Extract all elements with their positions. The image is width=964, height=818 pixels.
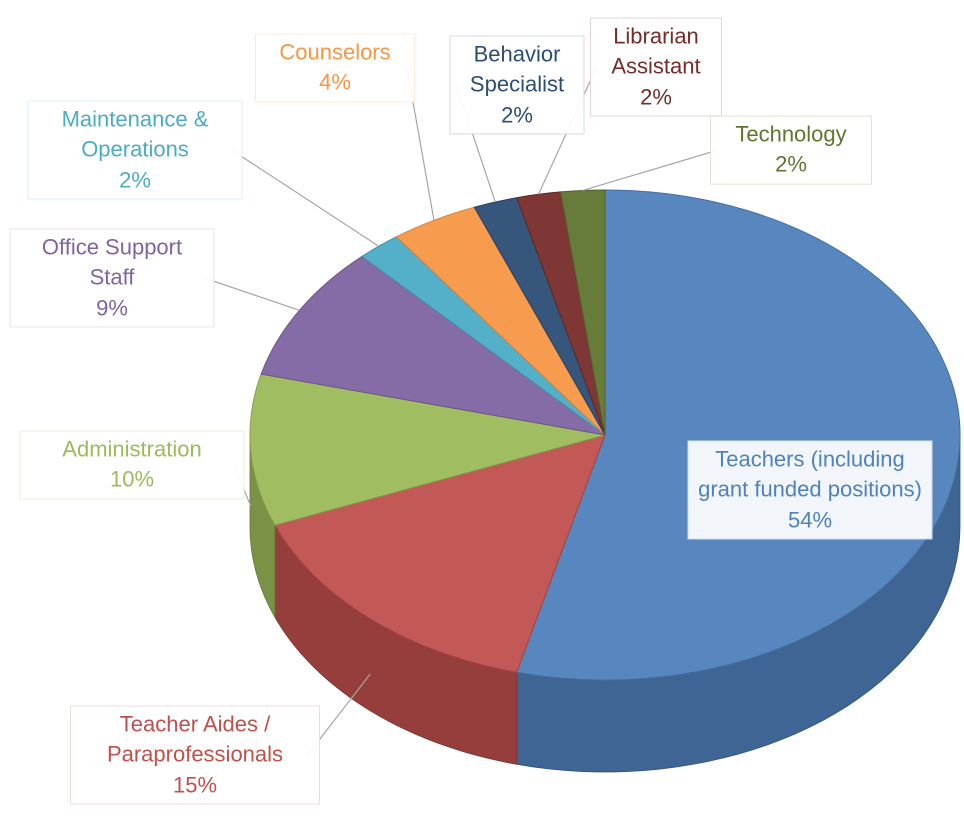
data-label: Teacher Aides / Paraprofessionals 15% [70, 705, 320, 805]
value-label: 2% [501, 102, 533, 128]
value-label: 2% [640, 84, 672, 110]
data-label: Office Support Staff 9% [9, 228, 215, 328]
data-label: Administration 10% [19, 430, 245, 500]
category-label: Teacher Aides / Paraprofessionals [106, 711, 284, 767]
value-label: 2% [119, 167, 151, 193]
data-label: Maintenance & Operations 2% [27, 100, 243, 200]
slice [260, 255, 606, 436]
value-label: 9% [96, 295, 128, 321]
slice [274, 434, 606, 673]
value-label: 10% [109, 467, 155, 492]
leader-line [582, 149, 719, 192]
data-label: Behavior Specialist 2% [449, 35, 585, 135]
leader-line [204, 277, 300, 311]
slice [249, 373, 606, 526]
category-label: Administration [62, 436, 202, 462]
category-label: Office Support Staff [41, 234, 183, 290]
value-label: 15% [172, 772, 218, 798]
leader-line [231, 149, 380, 247]
category-label: Maintenance & Operations [61, 106, 209, 162]
data-label: Technology 2% [710, 115, 872, 185]
value-label: 4% [319, 70, 351, 95]
data-label: Librarian Assistant 2% [590, 17, 722, 117]
value-label: 2% [775, 152, 807, 177]
data-label: Teachers (including grant funded positio… [687, 440, 933, 540]
value-label: 54% [787, 507, 833, 533]
category-label: Counselors [279, 39, 391, 65]
category-label: Librarian Assistant [611, 23, 701, 79]
slice [516, 189, 961, 681]
data-label: Counselors 4% [255, 33, 415, 103]
category-label: Behavior Specialist [469, 41, 565, 97]
category-label: Technology [735, 121, 847, 147]
category-label: Teachers (including grant funded positio… [698, 446, 922, 502]
